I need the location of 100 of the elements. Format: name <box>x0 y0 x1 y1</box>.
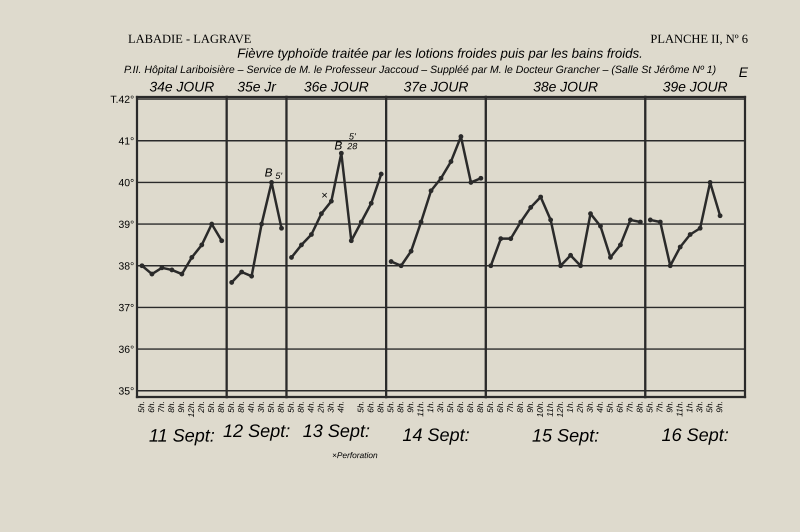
x-tick-label: 5h. <box>387 402 394 413</box>
x-tick-label: 3h. <box>437 402 444 413</box>
x-tick-label: 6h. <box>496 402 504 412</box>
x-tick-label: 11h. <box>417 402 424 417</box>
x-tick-label: 8h. <box>218 402 224 413</box>
point <box>618 242 623 248</box>
point <box>398 263 404 268</box>
x-tick-label: 5h. <box>706 402 712 413</box>
x-tick-label: 10h. <box>536 402 543 418</box>
x-tick-label: 11h. <box>546 402 553 417</box>
point <box>578 263 583 268</box>
point <box>338 150 344 156</box>
x-tick-label: 2h. <box>576 402 583 413</box>
chart-title: 36e JOUR <box>304 82 368 92</box>
point <box>279 226 284 231</box>
x-tick-label: 5h. <box>138 402 144 413</box>
annotation: B <box>334 141 342 150</box>
x-tick-label: 3h. <box>586 402 593 413</box>
point <box>408 248 414 254</box>
x-axis-title: 11 Sept: <box>149 428 214 446</box>
x-tick-label: 4h. <box>308 402 314 413</box>
point <box>708 180 713 185</box>
point <box>648 217 653 222</box>
x-tick-label: 8h. <box>397 402 404 413</box>
point <box>568 252 574 258</box>
x-tick-label: 6h. <box>467 402 474 412</box>
x-tick-label: 3h. <box>258 402 264 413</box>
x-tick-label: 5h. <box>228 402 234 413</box>
point <box>328 198 334 204</box>
x-tick-label: 12h. <box>556 402 563 418</box>
point <box>140 263 144 268</box>
x-tick-label: 7h. <box>158 402 164 412</box>
point <box>628 217 633 222</box>
annotation: 5' 28 <box>347 133 358 150</box>
annotation: 5' <box>276 172 282 179</box>
chart-title: 37e JOUR <box>404 82 468 92</box>
point <box>378 172 384 177</box>
text: Fièvre typhoïde traitée par les lotions froides puis par les bains froids. <box>238 48 642 60</box>
point <box>438 176 444 181</box>
x-tick-label: 6h. <box>367 402 374 412</box>
point <box>428 188 434 194</box>
point <box>548 217 554 222</box>
x-tick-label: 3h. <box>696 402 702 413</box>
point <box>678 244 683 250</box>
x-tick-label: 5h. <box>208 402 214 413</box>
point <box>239 270 244 274</box>
y-tick-label: 37° <box>118 304 134 312</box>
point <box>179 272 184 277</box>
x-tick-label: 5h. <box>447 402 454 413</box>
chart-title: 35e Jr <box>238 82 276 92</box>
point <box>698 226 703 231</box>
x-axis-title: 12 Sept: <box>223 424 290 441</box>
x-tick-label: 8h. <box>476 402 484 413</box>
point <box>289 254 294 260</box>
point <box>368 200 374 206</box>
point <box>189 254 194 260</box>
x-tick-label: 5h. <box>646 402 653 413</box>
y-tick-label: 38° <box>118 262 134 270</box>
x-tick-label: 4h. <box>596 402 603 413</box>
y-tick-label: T.42° <box>110 96 134 103</box>
x-tick-label: 5h. <box>288 402 294 413</box>
point <box>259 222 264 227</box>
y-tick-label: 35° <box>118 387 134 395</box>
x-tick-label: 8h. <box>377 402 384 413</box>
x-tick-label: 12h. <box>188 402 194 418</box>
x-tick-label: 5h. <box>486 402 494 413</box>
chart-title: 38e JOUR <box>533 82 598 92</box>
point <box>508 236 514 242</box>
text: PLANCHE II, Nº 6 <box>650 34 748 45</box>
point <box>348 238 354 244</box>
x-tick-label: 7h. <box>656 402 662 412</box>
text: ×Perforation <box>332 452 378 458</box>
point <box>448 159 454 164</box>
x-tick-label: 6h. <box>457 402 464 412</box>
point <box>318 211 324 216</box>
x-tick-label: 5h. <box>357 402 364 413</box>
x-tick-label: 8h. <box>636 402 643 413</box>
annotation: × <box>322 192 328 198</box>
x-tick-label: 8h. <box>238 402 244 413</box>
point <box>498 236 504 242</box>
x-tick-label: 6h. <box>148 402 154 412</box>
point <box>308 232 314 237</box>
chart-title: 34e JOUR <box>150 82 214 92</box>
point <box>488 263 494 268</box>
text: P.II. Hôpital Lariboisière – Service de M. le Professeur Jaccoud – Suppléé par M. le Docteur Grancher – (Salle St Jérôme Nº 1) <box>124 65 716 76</box>
annotation: B <box>264 168 272 177</box>
x-tick-label: 8h. <box>298 402 304 413</box>
y-tick-label: 36° <box>118 346 134 353</box>
text: LABADIE - LAGRAVE <box>128 34 251 44</box>
x-tick-label: 6h. <box>616 402 623 412</box>
point <box>199 242 204 248</box>
x-tick-label: 1h. <box>566 402 573 413</box>
x-axis-title: 13 Sept: <box>303 424 370 441</box>
x-tick-label: 7h. <box>626 402 633 412</box>
point <box>528 204 534 210</box>
point <box>388 259 394 264</box>
chart-title: 39e JOUR <box>663 82 728 92</box>
point <box>219 238 224 244</box>
y-tick-label: 39° <box>118 220 134 228</box>
point <box>269 180 274 185</box>
